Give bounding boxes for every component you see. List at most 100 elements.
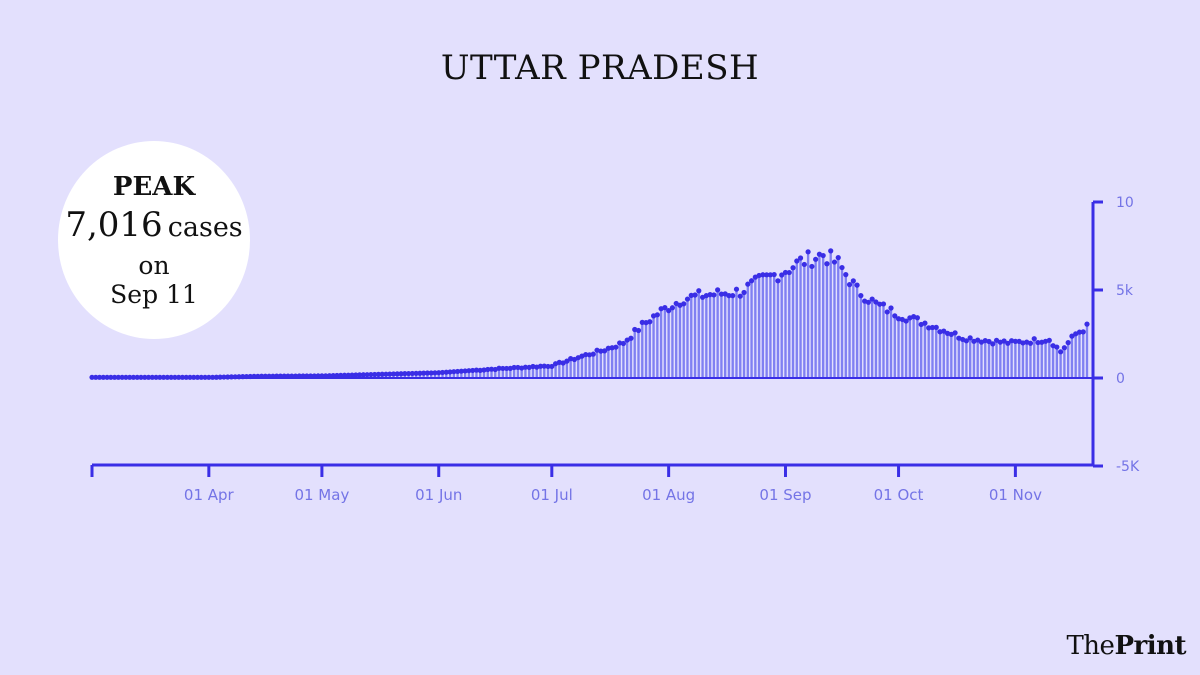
bar: [920, 324, 923, 378]
data-point: [345, 372, 351, 378]
bar: [878, 304, 881, 378]
data-point: [338, 372, 344, 378]
bar: [482, 370, 486, 378]
bar: [795, 260, 798, 378]
data-point: [473, 367, 480, 373]
data-point: [929, 324, 936, 331]
data-point: [726, 293, 732, 299]
bar: [614, 347, 618, 378]
bar: [475, 370, 478, 378]
bar: [1040, 342, 1043, 378]
bar: [871, 299, 874, 378]
bar: [889, 308, 893, 378]
bar: [1029, 343, 1032, 378]
bar: [573, 359, 576, 378]
data-point: [903, 318, 909, 324]
bar: [626, 340, 629, 378]
data-point: [1065, 340, 1071, 346]
data-point: [797, 255, 804, 261]
data-point: [718, 291, 725, 297]
peak-badge: PEAK 7,016 cases on Sep 11: [58, 141, 250, 339]
data-point: [707, 292, 713, 298]
y-tick-label: -5K: [1116, 459, 1140, 475]
bar: [633, 329, 636, 378]
data-point: [843, 272, 849, 278]
bar: [776, 280, 780, 378]
bar: [501, 368, 504, 378]
logo-the: The: [1066, 631, 1115, 661]
bar: [584, 354, 587, 378]
bar: [897, 318, 900, 378]
bar: [908, 317, 912, 378]
bar: [867, 302, 870, 378]
x-tick-label: 01 May: [294, 486, 349, 504]
bar: [524, 367, 527, 378]
bar: [516, 367, 520, 378]
theprint-logo: ThePrint: [1066, 631, 1186, 661]
bar: [825, 263, 829, 378]
data-point: [767, 272, 774, 278]
data-point: [813, 256, 819, 262]
data-point: [741, 289, 747, 296]
bar: [520, 368, 523, 378]
data-point: [545, 363, 551, 370]
bar: [803, 264, 806, 378]
data-point: [1084, 321, 1090, 327]
data-point: [760, 272, 766, 278]
bar: [724, 293, 727, 378]
bar: [644, 322, 648, 378]
bar: [452, 371, 455, 378]
data-point: [824, 261, 830, 267]
bar: [788, 272, 791, 378]
bar: [577, 357, 580, 378]
data-point: [820, 252, 826, 259]
data-point: [428, 370, 434, 376]
data-point: [436, 370, 442, 376]
peak-on: on: [138, 251, 170, 280]
data-point: [470, 367, 476, 374]
bar-series: [90, 250, 1089, 378]
data-point: [764, 272, 770, 278]
bar: [840, 267, 844, 378]
bar: [686, 299, 689, 378]
data-point: [613, 344, 619, 350]
data-point: [990, 341, 996, 347]
bar: [580, 356, 584, 378]
data-point: [1069, 333, 1075, 339]
data-point: [922, 320, 928, 326]
bar: [931, 327, 934, 378]
bar: [965, 340, 968, 378]
peak-date: Sep 11: [110, 280, 198, 309]
bar: [445, 372, 448, 378]
x-tick-label: 01 Nov: [989, 486, 1042, 504]
data-point: [477, 367, 483, 373]
bar: [1006, 343, 1010, 378]
data-point: [877, 301, 883, 307]
data-point: [684, 296, 691, 302]
data-point: [794, 258, 800, 264]
data-point: [447, 369, 453, 375]
data-point: [1054, 344, 1060, 350]
bar: [1066, 342, 1070, 378]
bar: [950, 334, 953, 378]
bar: [716, 289, 719, 378]
data-point: [662, 304, 668, 311]
data-point: [496, 365, 502, 371]
bar: [667, 310, 670, 378]
bar: [497, 368, 501, 378]
y-tick-label: 0: [1116, 371, 1125, 387]
bar: [1033, 338, 1036, 378]
data-point: [462, 368, 468, 374]
bar: [550, 366, 553, 378]
data-point: [413, 370, 419, 376]
bar: [701, 297, 704, 378]
bar: [799, 257, 802, 378]
bar: [648, 321, 651, 378]
x-tick-label: 01 Aug: [642, 486, 695, 504]
bar: [1036, 342, 1040, 378]
bar: [1085, 324, 1089, 378]
data-point: [688, 292, 694, 298]
data-point: [334, 372, 340, 379]
bar: [641, 322, 644, 378]
data-point: [402, 371, 408, 377]
